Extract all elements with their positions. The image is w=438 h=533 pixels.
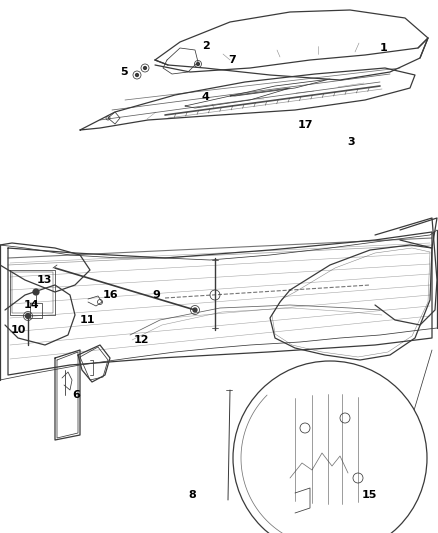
Text: 8: 8 <box>188 490 196 500</box>
Text: 10: 10 <box>11 325 26 335</box>
Text: 13: 13 <box>37 275 53 285</box>
Text: 1: 1 <box>380 43 388 53</box>
Text: 3: 3 <box>347 137 355 147</box>
Circle shape <box>144 67 146 69</box>
Circle shape <box>135 74 138 77</box>
Text: 17: 17 <box>298 120 314 130</box>
Text: 9: 9 <box>152 290 160 300</box>
Text: 14: 14 <box>24 300 39 310</box>
Text: 16: 16 <box>103 290 119 300</box>
Circle shape <box>197 62 199 66</box>
Text: 11: 11 <box>80 315 95 325</box>
Circle shape <box>33 289 39 295</box>
Text: 12: 12 <box>134 335 149 345</box>
Text: 4: 4 <box>202 92 210 102</box>
Text: 5: 5 <box>120 67 127 77</box>
Text: 7: 7 <box>228 55 236 65</box>
Text: 6: 6 <box>72 390 80 400</box>
Text: 2: 2 <box>202 41 210 51</box>
Circle shape <box>193 308 197 312</box>
Circle shape <box>25 313 31 319</box>
Text: 15: 15 <box>362 490 378 500</box>
